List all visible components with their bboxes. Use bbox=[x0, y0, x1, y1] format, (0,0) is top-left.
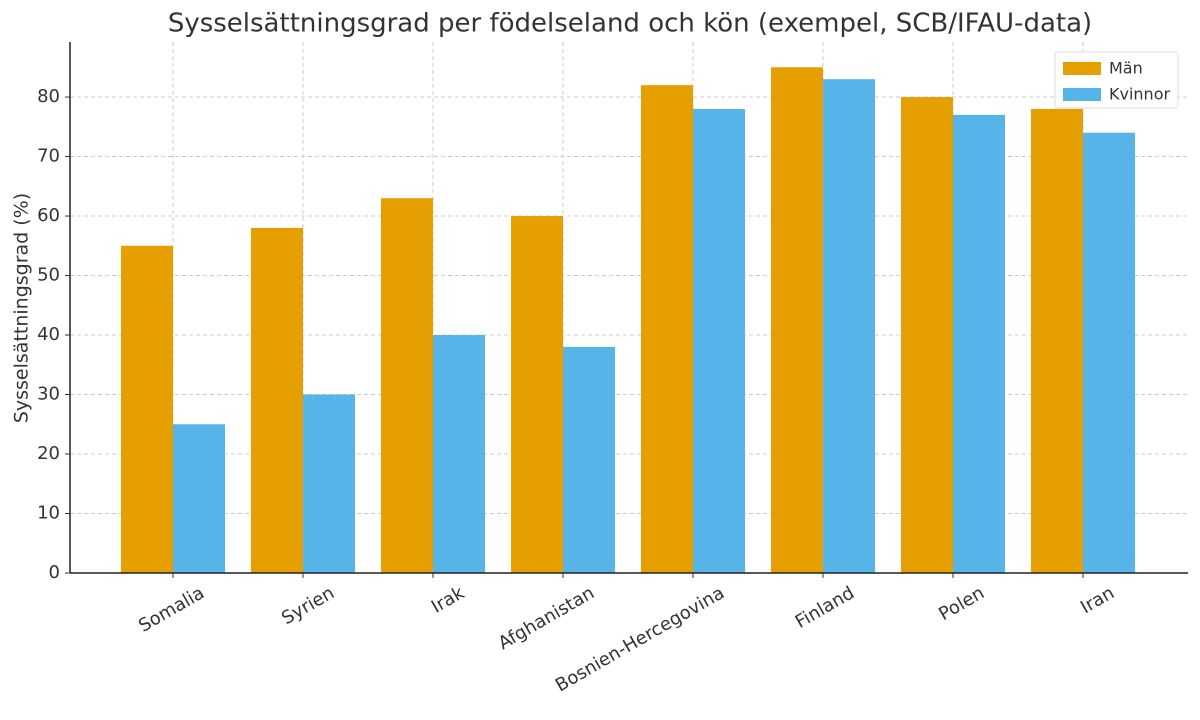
bar bbox=[563, 346, 615, 573]
y-tick-label: 30 bbox=[37, 384, 60, 405]
x-tick-label: Iran bbox=[1077, 582, 1118, 618]
bar bbox=[901, 97, 953, 573]
bar bbox=[1031, 108, 1083, 573]
y-tick-label: 20 bbox=[37, 443, 60, 464]
y-tick-label: 40 bbox=[37, 324, 60, 345]
bar bbox=[303, 394, 355, 573]
chart-title: Sysselsättningsgrad per födelseland och … bbox=[168, 9, 1092, 39]
bar bbox=[121, 245, 173, 573]
bar bbox=[511, 216, 563, 573]
y-axis-label: Sysselsättningsgrad (%) bbox=[11, 193, 33, 423]
bar bbox=[953, 114, 1005, 573]
bar bbox=[1083, 132, 1135, 574]
y-tick-label: 10 bbox=[37, 503, 60, 524]
bar bbox=[381, 198, 433, 574]
x-tick-label: Somalia bbox=[135, 582, 208, 636]
bar bbox=[433, 335, 485, 573]
legend-swatch bbox=[1063, 88, 1101, 101]
y-tick-label: 50 bbox=[37, 265, 60, 286]
bar bbox=[641, 85, 693, 573]
grid bbox=[70, 42, 1188, 574]
y-tick-label: 0 bbox=[49, 562, 60, 583]
x-tick-label: Afghanistan bbox=[495, 582, 598, 654]
bar bbox=[693, 108, 745, 573]
legend-swatch bbox=[1063, 62, 1101, 75]
legend-label: Kvinnor bbox=[1109, 85, 1170, 104]
y-tick-label: 60 bbox=[37, 205, 60, 226]
x-tick-label: Syrien bbox=[278, 582, 338, 629]
x-tick-label: Finland bbox=[792, 582, 858, 632]
x-tick-label: Irak bbox=[428, 582, 469, 618]
y-tick-label: 80 bbox=[37, 86, 60, 107]
bar bbox=[771, 67, 823, 574]
bar bbox=[251, 227, 303, 573]
bar bbox=[173, 424, 225, 573]
bar bbox=[823, 79, 875, 573]
y-tick-label: 70 bbox=[37, 146, 60, 167]
legend-label: Män bbox=[1109, 59, 1143, 78]
x-tick-label: Polen bbox=[935, 582, 988, 625]
